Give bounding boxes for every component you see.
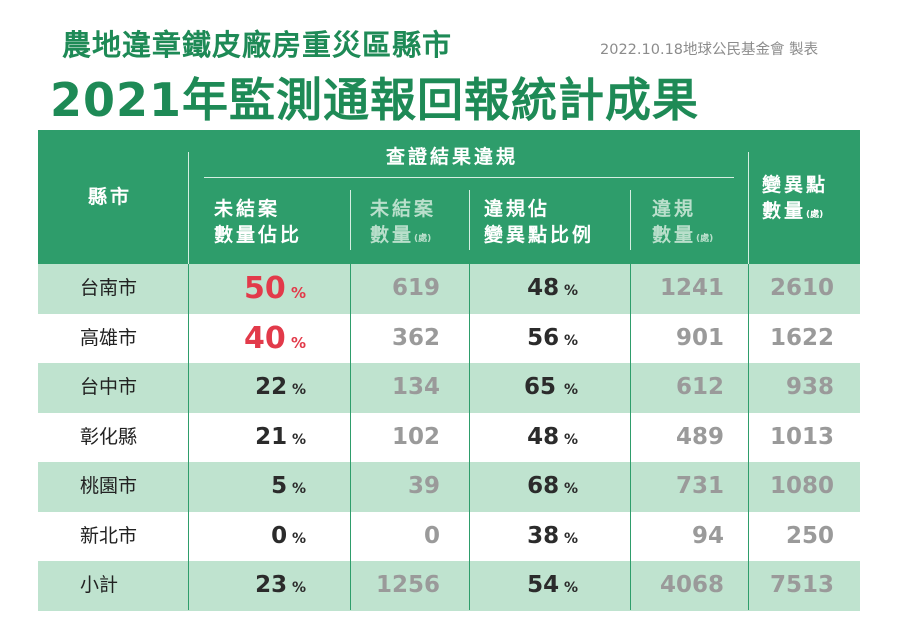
percent-value: 38 (527, 522, 560, 549)
percent-value: 21 (255, 423, 288, 450)
percent-cell: 65 % (524, 363, 578, 413)
percent-value: 68 (527, 473, 560, 499)
credit-text: 2022.10.18地球公民基金會 製表 (600, 42, 819, 58)
county-cell: 台南市 (80, 277, 138, 299)
unclosed-count-cell: 1256 (375, 572, 440, 598)
percent-symbol: % (287, 530, 306, 547)
percent-symbol: % (559, 283, 578, 299)
percent-cell: 0 % (271, 512, 306, 562)
percent-symbol: % (287, 481, 306, 497)
table-row: 台中市 22 % 134 65 % 612 938 (38, 363, 860, 413)
county-cell: 桃園市 (80, 475, 138, 497)
unclosed-count-cell: 0 (423, 522, 440, 549)
table-row: 新北市 0 % 0 38 % 94 250 (38, 511, 860, 562)
percent-symbol: % (559, 481, 578, 497)
percent-cell: 40 % (244, 314, 306, 364)
change-points-cell: 1622 (769, 324, 834, 351)
header-county: 縣市 (88, 186, 133, 208)
table-row: 桃園市 5 % 39 68 % 731 1080 (38, 462, 860, 512)
table-row: 台南市 50 % 619 48 % 1241 2610 (38, 264, 860, 314)
title-line-2: 2021年監測通報回報統計成果 (50, 73, 700, 127)
unclosed-count-cell: 134 (391, 374, 440, 400)
percent-cell: 56 % (527, 314, 578, 364)
table-row: 彰化縣 21 % 102 48 % 489 1013 (38, 412, 860, 463)
header-group: 查證結果違規 (386, 146, 519, 168)
percent-symbol: % (559, 332, 578, 349)
unclosed-count-cell: 619 (391, 275, 440, 301)
violation-count-cell: 4068 (659, 572, 724, 598)
violation-count-cell: 94 (691, 522, 724, 549)
statistics-table: 縣市 查證結果違規 未結案 數量佔比 未結案 數量(處) 違規佔 變異點比例 違… (38, 130, 860, 611)
unclosed-count-cell: 39 (407, 473, 440, 499)
percent-value: 5 (271, 473, 288, 499)
change-points-cell: 1080 (769, 473, 834, 499)
title-line-1: 農地違章鐵皮廠房重災區縣市 (62, 28, 453, 62)
county-cell: 高雄市 (80, 326, 138, 349)
header-change-points: 變異點 數量(處) (762, 174, 829, 222)
percent-cell: 48 % (527, 264, 578, 314)
table-header: 縣市 查證結果違規 未結案 數量佔比 未結案 數量(處) 違規佔 變異點比例 違… (38, 130, 860, 264)
percent-symbol: % (559, 431, 578, 448)
percent-value: 50 (243, 271, 286, 306)
header-violation-count: 違規 數量(處) (652, 198, 714, 246)
percent-value: 54 (527, 572, 560, 598)
header-group-underline (204, 177, 734, 178)
percent-cell: 48 % (527, 413, 578, 463)
change-points-cell: 250 (785, 522, 834, 549)
percent-value: 48 (527, 275, 560, 301)
percent-cell: 23 % (255, 561, 306, 611)
change-points-cell: 7513 (769, 572, 834, 598)
percent-symbol: % (285, 333, 306, 352)
percent-cell: 38 % (527, 512, 578, 562)
percent-symbol: % (287, 431, 306, 448)
table-row: 小計 23 % 1256 54 % 4068 7513 (38, 561, 860, 611)
percent-cell: 21 % (255, 413, 306, 463)
county-cell: 彰化縣 (80, 425, 138, 448)
header-violation-ratio: 違規佔 變異點比例 (484, 198, 595, 246)
percent-value: 22 (255, 374, 288, 400)
county-cell: 台中市 (80, 376, 138, 398)
percent-symbol: % (563, 382, 578, 398)
percent-value: 56 (527, 324, 560, 351)
header-unclosed-ratio: 未結案 數量佔比 (214, 198, 303, 246)
header-unclosed-count: 未結案 數量(處) (370, 198, 437, 246)
unclosed-count-cell: 362 (391, 324, 440, 351)
violation-count-cell: 1241 (659, 275, 724, 301)
percent-symbol: % (559, 580, 578, 596)
violation-count-cell: 731 (675, 473, 724, 499)
percent-cell: 22 % (255, 363, 306, 413)
percent-value: 0 (271, 522, 288, 549)
percent-value: 48 (527, 423, 560, 450)
county-cell: 小計 (80, 574, 119, 596)
percent-symbol: % (285, 284, 306, 302)
violation-count-cell: 489 (675, 423, 724, 450)
change-points-cell: 2610 (769, 275, 834, 301)
violation-count-cell: 612 (675, 374, 724, 400)
percent-symbol: % (559, 530, 578, 547)
change-points-cell: 1013 (769, 423, 834, 450)
percent-symbol: % (287, 382, 306, 398)
percent-symbol: % (287, 580, 306, 596)
county-cell: 新北市 (80, 524, 138, 547)
change-points-cell: 938 (785, 374, 834, 400)
unclosed-count-cell: 102 (391, 423, 440, 450)
violation-count-cell: 901 (675, 324, 724, 351)
percent-cell: 54 % (527, 561, 578, 611)
percent-value: 40 (243, 320, 286, 356)
percent-value: 23 (255, 572, 288, 598)
percent-value: 65 (523, 374, 564, 400)
percent-cell: 68 % (527, 462, 578, 512)
percent-cell: 5 % (271, 462, 306, 512)
percent-cell: 50 % (244, 264, 306, 314)
table-row: 高雄市 40 % 362 56 % 901 1622 (38, 313, 860, 364)
